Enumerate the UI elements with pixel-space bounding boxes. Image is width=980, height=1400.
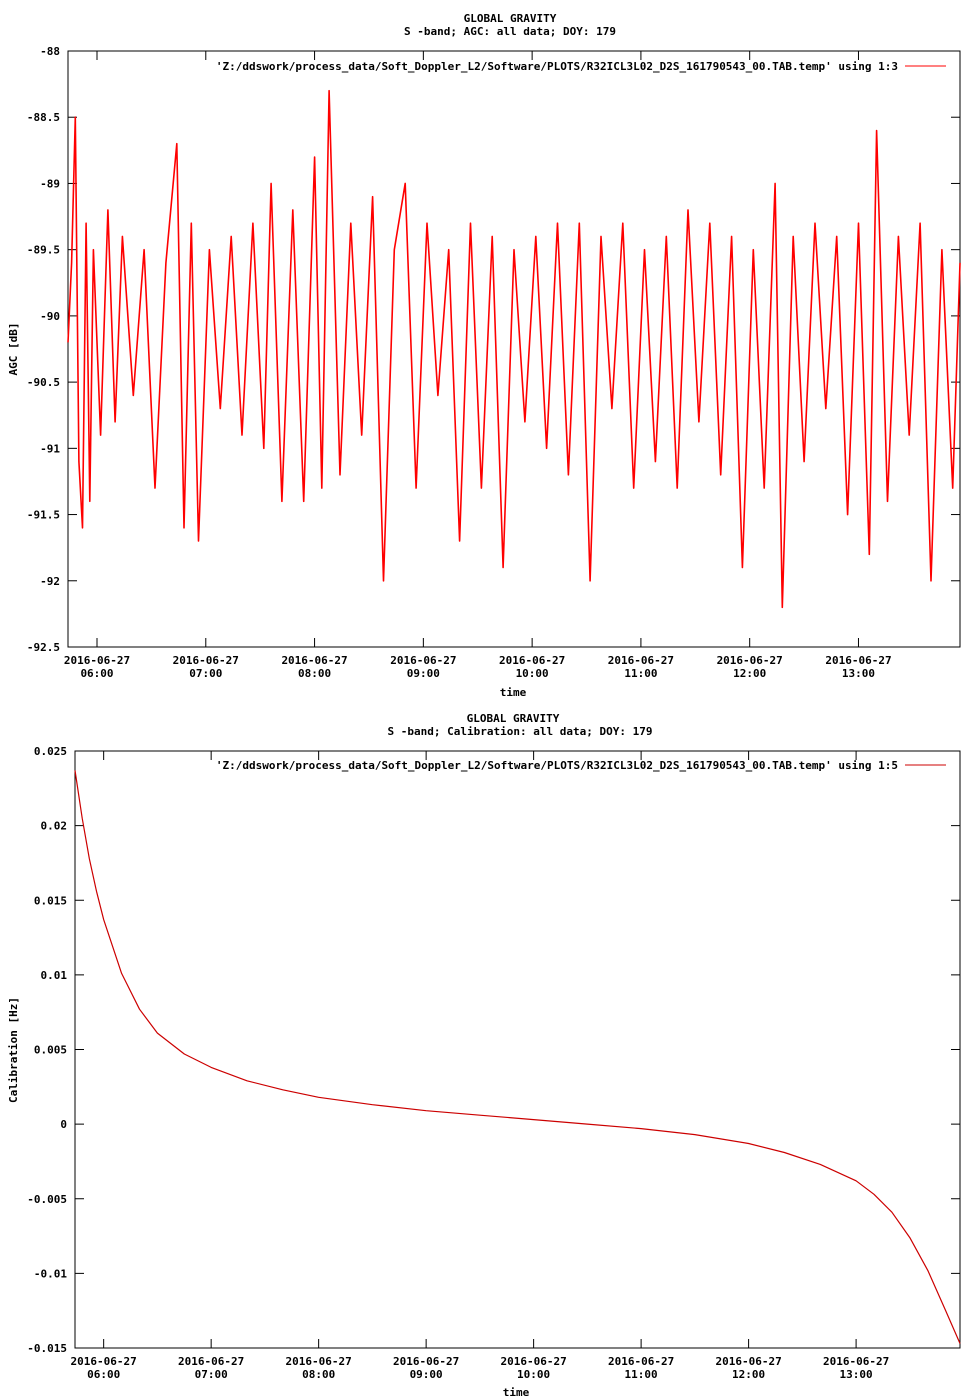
- agc-y-tick-label: -91.5: [27, 509, 60, 522]
- calibration-x-tick-date: 2016-06-27: [286, 1355, 352, 1368]
- agc-y-tick-label: -92.5: [27, 641, 60, 654]
- calibration-y-tick-label: -0.005: [27, 1193, 67, 1206]
- calibration-x-tick-date: 2016-06-27: [823, 1355, 889, 1368]
- calibration-x-tick-time: 09:00: [410, 1368, 443, 1381]
- calibration-x-tick-date: 2016-06-27: [178, 1355, 244, 1368]
- calibration-x-tick-time: 06:00: [87, 1368, 120, 1381]
- agc-chart: GLOBAL GRAVITY S -band; AGC: all data; D…: [7, 12, 961, 699]
- calibration-y-tick-label: -0.01: [34, 1267, 67, 1280]
- agc-legend-label: 'Z:/ddswork/process_data/Soft_Doppler_L2…: [216, 60, 898, 73]
- agc-x-tick-time: 13:00: [842, 667, 875, 680]
- agc-y-tick-label: -88.5: [27, 111, 60, 124]
- calibration-chart: GLOBAL GRAVITY S -band; Calibration: all…: [7, 712, 961, 1399]
- agc-x-tick-date: 2016-06-27: [717, 654, 783, 667]
- agc-series-group: [67, 89, 961, 609]
- calibration-x-tick-time: 08:00: [302, 1368, 335, 1381]
- calibration-x-tick-time: 11:00: [625, 1368, 658, 1381]
- calibration-x-tick-date: 2016-06-27: [393, 1355, 459, 1368]
- agc-chart-title: GLOBAL GRAVITY: [464, 12, 557, 25]
- calibration-legend-label: 'Z:/ddswork/process_data/Soft_Doppler_L2…: [216, 759, 898, 772]
- agc-chart-subtitle: S -band; AGC: all data; DOY: 179: [404, 25, 616, 38]
- calibration-y-tick-label: 0: [60, 1118, 67, 1131]
- calibration-x-tick-time: 12:00: [732, 1368, 765, 1381]
- calibration-x-tick-date: 2016-06-27: [71, 1355, 137, 1368]
- calibration-y-axis-label: Calibration [Hz]: [7, 997, 20, 1103]
- calibration-series-group: [74, 770, 961, 1344]
- agc-series-line: [67, 89, 961, 609]
- agc-y-tick-label: -89.5: [27, 244, 60, 257]
- calibration-y-tick-label: 0.02: [41, 820, 68, 833]
- agc-y-tick-label: -91: [40, 442, 60, 455]
- agc-plot-frame: [67, 50, 961, 648]
- calibration-series-line: [74, 770, 961, 1344]
- agc-x-axis-label: time: [500, 686, 527, 699]
- agc-x-tick-time: 12:00: [733, 667, 766, 680]
- calibration-axis-ticks: 0.025 0.02 0.015 0.01 0.005 0 -0.005 -0.01 -0.01…: [27, 745, 960, 1381]
- calibration-y-tick-label: 0.01: [41, 969, 68, 982]
- calibration-chart-title: GLOBAL GRAVITY: [467, 712, 560, 725]
- calibration-y-tick-label: 0.005: [34, 1044, 67, 1057]
- agc-x-tick-date: 2016-06-27: [281, 654, 347, 667]
- agc-x-tick-date: 2016-06-27: [825, 654, 891, 667]
- agc-y-tick-label: -88: [40, 45, 60, 58]
- calibration-x-tick-time: 13:00: [840, 1368, 873, 1381]
- agc-x-tick-date: 2016-06-27: [390, 654, 456, 667]
- calibration-y-tick-label: -0.015: [27, 1342, 67, 1355]
- calibration-chart-subtitle: S -band; Calibration: all data; DOY: 179: [388, 725, 653, 738]
- agc-x-tick-time: 07:00: [189, 667, 222, 680]
- agc-y-tick-label: -92: [40, 575, 60, 588]
- calibration-x-tick-time: 10:00: [517, 1368, 550, 1381]
- calibration-x-tick-date: 2016-06-27: [608, 1355, 674, 1368]
- calibration-x-tick-date: 2016-06-27: [715, 1355, 781, 1368]
- agc-x-tick-time: 11:00: [624, 667, 657, 680]
- agc-y-tick-label: -90.5: [27, 376, 60, 389]
- agc-y-tick-label: -89: [40, 177, 60, 190]
- calibration-x-tick-time: 07:00: [195, 1368, 228, 1381]
- agc-x-tick-date: 2016-06-27: [608, 654, 674, 667]
- agc-x-tick-time: 06:00: [80, 667, 113, 680]
- agc-x-tick-time: 09:00: [407, 667, 440, 680]
- agc-x-tick-date: 2016-06-27: [499, 654, 565, 667]
- calibration-y-tick-label: 0.025: [34, 745, 67, 758]
- agc-y-tick-label: -90: [40, 310, 60, 323]
- agc-x-tick-date: 2016-06-27: [64, 654, 130, 667]
- agc-axis-ticks: -88 -88.5 -89 -89.5 -90 -90.5 -91 -91.5 -92 -92.5…: [27, 45, 960, 680]
- agc-x-tick-time: 10:00: [516, 667, 549, 680]
- agc-x-tick-time: 08:00: [298, 667, 331, 680]
- calibration-y-tick-label: 0.015: [34, 894, 67, 907]
- calibration-plot-frame: [74, 750, 961, 1349]
- calibration-x-tick-date: 2016-06-27: [501, 1355, 567, 1368]
- agc-x-tick-date: 2016-06-27: [173, 654, 239, 667]
- calibration-x-axis-label: time: [503, 1386, 530, 1399]
- agc-y-axis-label: AGC [dB]: [7, 323, 20, 376]
